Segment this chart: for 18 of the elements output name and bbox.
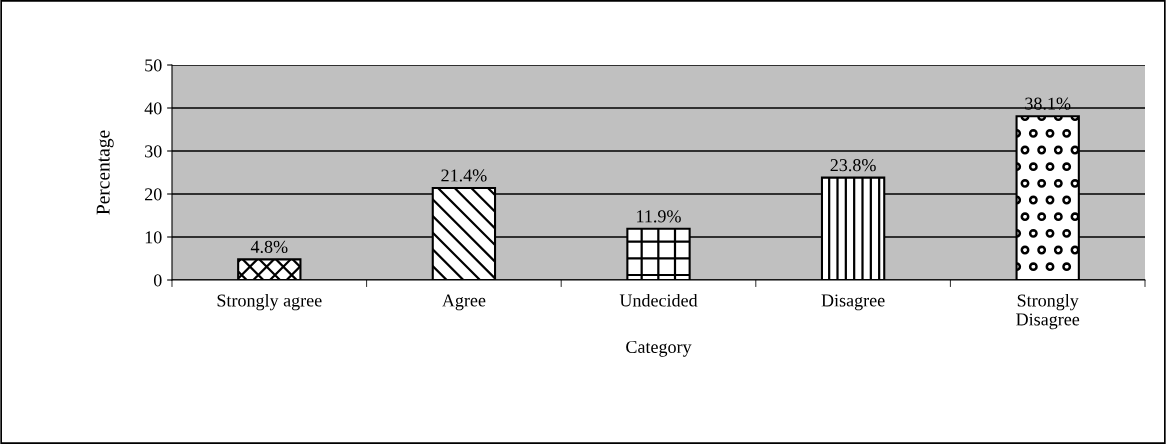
y-tick-label: 20 bbox=[145, 188, 162, 201]
data-label: 23.8% bbox=[830, 159, 876, 172]
y-tick-label: 50 bbox=[145, 59, 162, 72]
data-label: 4.8% bbox=[250, 240, 288, 253]
y-axis-title: Percentage bbox=[96, 130, 114, 215]
x-tick-label: Strongly Disagree bbox=[1016, 293, 1080, 330]
x-tick-label: Agree bbox=[442, 294, 486, 311]
x-tick-label: Disagree bbox=[821, 294, 885, 311]
x-axis-title: Category bbox=[626, 340, 692, 357]
y-tick-label: 40 bbox=[144, 102, 162, 115]
y-tick-label: 0 bbox=[153, 274, 162, 287]
y-tick-label: 10 bbox=[145, 231, 162, 244]
x-tick-label: Undecided bbox=[619, 293, 698, 307]
data-label: 11.9% bbox=[637, 210, 681, 223]
y-tick-label: 30 bbox=[145, 145, 162, 158]
data-label: 21.4% bbox=[441, 169, 487, 182]
data-label: 38.1% bbox=[1025, 97, 1071, 110]
x-tick-label: Strongly agree bbox=[217, 293, 322, 311]
